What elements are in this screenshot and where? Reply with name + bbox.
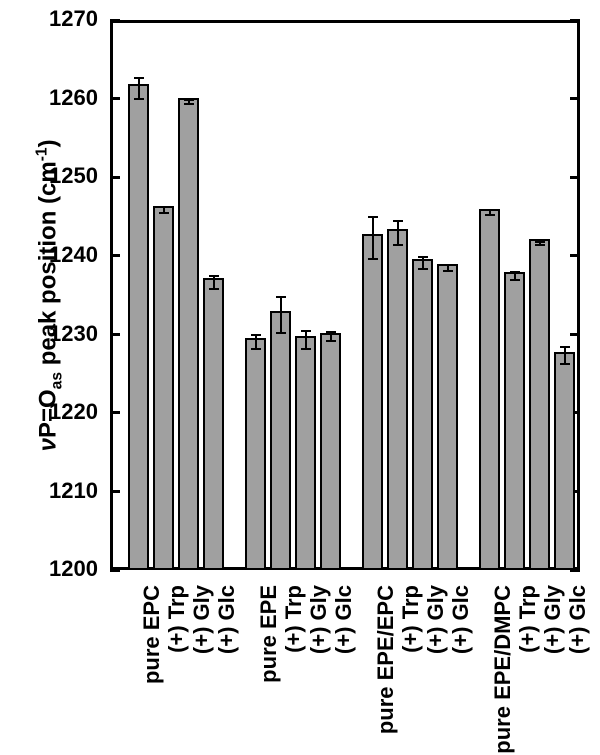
error-cap bbox=[184, 103, 194, 105]
bar bbox=[362, 20, 383, 570]
bar bbox=[203, 20, 224, 570]
bar bbox=[320, 20, 341, 570]
bar bbox=[295, 20, 316, 570]
xtick-label: pure EPE bbox=[256, 585, 282, 755]
error-cap bbox=[443, 270, 453, 272]
xtick-label: pure EPC bbox=[139, 585, 165, 755]
ytick bbox=[110, 333, 120, 336]
bar bbox=[245, 20, 266, 570]
ytick-label: 1200 bbox=[0, 556, 98, 582]
error-cap bbox=[485, 209, 495, 211]
bar bbox=[270, 20, 291, 570]
xtick-label: (+) Gly bbox=[189, 585, 215, 755]
error-cap bbox=[418, 256, 428, 258]
error-cap bbox=[251, 348, 261, 350]
axis-border bbox=[110, 20, 113, 570]
ytick bbox=[110, 490, 120, 493]
error-cap bbox=[251, 334, 261, 336]
bar bbox=[153, 20, 174, 570]
yaxis-label: νP=Oas peak position (cm-1) bbox=[34, 105, 67, 485]
xtick-label: (+) Gly bbox=[306, 585, 332, 755]
error-cap bbox=[209, 288, 219, 290]
chart-root: 12001210122012301240125012601270pure EPC… bbox=[0, 0, 600, 755]
bar bbox=[554, 20, 575, 570]
bar bbox=[479, 20, 500, 570]
error-cap bbox=[184, 99, 194, 101]
xtick-label: (+) Trp bbox=[515, 585, 541, 755]
bar bbox=[128, 20, 149, 570]
error-cap bbox=[535, 244, 545, 246]
error-cap bbox=[276, 332, 286, 334]
error-cap bbox=[418, 268, 428, 270]
xtick-label: (+) Trp bbox=[164, 585, 190, 755]
ytick bbox=[110, 176, 120, 179]
xtick-label: (+) Gly bbox=[423, 585, 449, 755]
error-cap bbox=[560, 363, 570, 365]
xtick-label: (+) Gly bbox=[540, 585, 566, 755]
error-cap bbox=[368, 258, 378, 260]
xtick-label: pure EPE/EPC bbox=[373, 585, 399, 755]
error-cap bbox=[510, 279, 520, 281]
xtick-label: (+) Trp bbox=[281, 585, 307, 755]
error-cap bbox=[209, 275, 219, 277]
bar bbox=[178, 20, 199, 570]
error-cap bbox=[134, 98, 144, 100]
ytick-label: 1270 bbox=[0, 6, 98, 32]
error-cap bbox=[510, 271, 520, 273]
bar bbox=[412, 20, 433, 570]
error-cap bbox=[301, 348, 311, 350]
error-cap bbox=[560, 346, 570, 348]
error-bar bbox=[305, 330, 307, 350]
xtick-label: pure EPE/DMPC bbox=[490, 585, 516, 755]
error-bar bbox=[372, 216, 374, 260]
error-cap bbox=[326, 331, 336, 333]
error-cap bbox=[326, 340, 336, 342]
error-cap bbox=[393, 220, 403, 222]
error-bar bbox=[138, 77, 140, 101]
xtick-label: (+) Glc bbox=[331, 585, 357, 755]
xtick-label: (+) Glc bbox=[448, 585, 474, 755]
ytick bbox=[110, 569, 120, 572]
error-cap bbox=[301, 330, 311, 332]
error-cap bbox=[134, 77, 144, 79]
ytick bbox=[110, 97, 120, 100]
xtick-label: (+) Glc bbox=[214, 585, 240, 755]
error-cap bbox=[276, 296, 286, 298]
bar bbox=[387, 20, 408, 570]
error-cap bbox=[393, 244, 403, 246]
error-cap bbox=[443, 264, 453, 266]
xtick-label: (+) Trp bbox=[398, 585, 424, 755]
axis-border bbox=[577, 20, 580, 570]
error-bar bbox=[397, 220, 399, 245]
bar bbox=[529, 20, 550, 570]
error-cap bbox=[485, 214, 495, 216]
error-bar bbox=[280, 296, 282, 334]
ytick bbox=[110, 19, 120, 22]
ytick bbox=[110, 254, 120, 257]
error-cap bbox=[159, 212, 169, 214]
ytick bbox=[110, 411, 120, 414]
error-cap bbox=[159, 206, 169, 208]
error-cap bbox=[368, 216, 378, 218]
bar bbox=[437, 20, 458, 570]
error-cap bbox=[535, 241, 545, 243]
bar bbox=[504, 20, 525, 570]
xtick-label: (+) Glc bbox=[565, 585, 591, 755]
